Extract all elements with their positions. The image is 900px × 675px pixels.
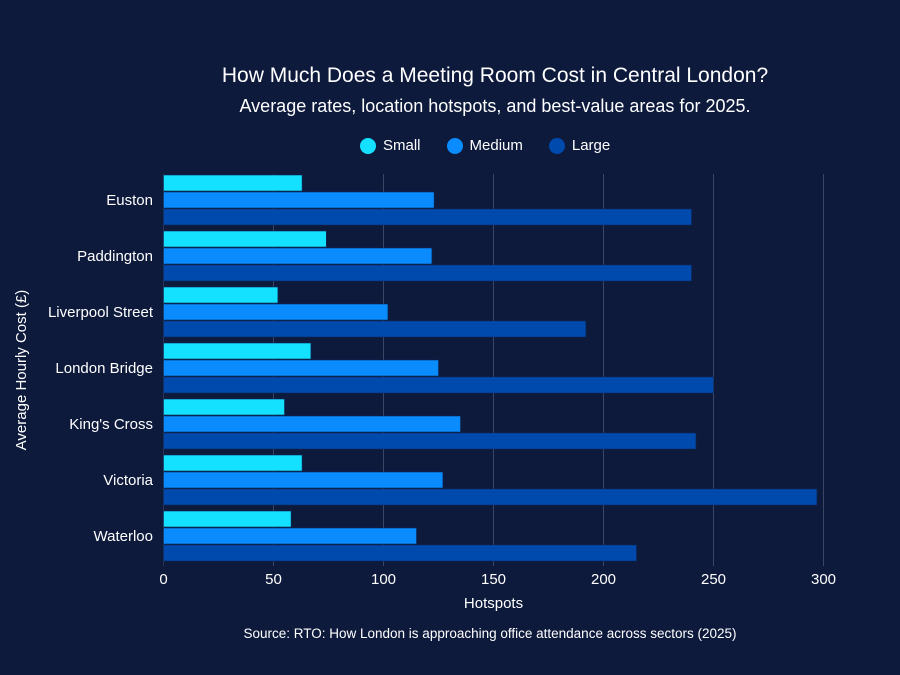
x-tick-label: 250 — [701, 571, 726, 588]
bar-small — [163, 286, 279, 304]
bar-medium — [163, 527, 417, 545]
bar-large — [163, 208, 692, 226]
y-tick-label: Waterloo — [94, 528, 153, 545]
bar-large — [163, 264, 692, 282]
y-tick-label: Victoria — [103, 472, 153, 489]
bar-large — [163, 432, 697, 450]
bar-medium — [163, 303, 389, 321]
legend-swatch-large — [548, 137, 565, 154]
bar-small — [163, 342, 312, 360]
x-tick-label: 0 — [159, 571, 167, 588]
x-tick-label: 300 — [811, 571, 836, 588]
bar-large — [163, 488, 818, 506]
bar-small — [163, 454, 303, 472]
x-axis-label: Hotspots — [464, 595, 523, 612]
y-tick-label: Euston — [106, 192, 153, 209]
bar-medium — [163, 247, 433, 265]
x-tick-label: 150 — [481, 571, 506, 588]
bar-small — [163, 174, 303, 192]
legend-item-large[interactable]: Large — [548, 137, 611, 154]
legend-swatch-medium — [446, 137, 463, 154]
bar-medium — [163, 415, 461, 433]
bar-large — [163, 376, 714, 394]
legend-label: Medium — [469, 137, 523, 154]
y-tick-label: Paddington — [77, 248, 153, 265]
y-axis-label: Average Hourly Cost (£) — [13, 290, 30, 451]
chart-subtitle: Average rates, location hotspots, and be… — [239, 96, 751, 116]
legend-label: Small — [383, 137, 421, 154]
bar-small — [163, 398, 285, 416]
y-tick-label: King's Cross — [69, 416, 153, 433]
bar-small — [163, 510, 292, 528]
legend: Small Medium Large — [360, 137, 610, 154]
x-tick-label: 100 — [371, 571, 396, 588]
legend-item-small[interactable]: Small — [360, 137, 421, 154]
legend-item-medium[interactable]: Medium — [446, 137, 523, 154]
legend-label: Large — [571, 137, 611, 154]
bar-medium — [163, 191, 435, 209]
y-tick-label: London Bridge — [55, 360, 153, 377]
chart-title: How Much Does a Meeting Room Cost in Cen… — [221, 64, 769, 87]
x-tick-label: 200 — [591, 571, 616, 588]
legend-swatch-small — [360, 137, 376, 154]
bar-large — [163, 544, 637, 562]
bar-large — [163, 320, 587, 338]
bar-medium — [163, 359, 439, 377]
bar-small — [163, 230, 327, 248]
bar-medium — [163, 471, 444, 489]
y-tick-label: Liverpool Street — [48, 304, 154, 321]
source-note: Source: RTO: How London is approaching o… — [243, 626, 737, 641]
x-tick-label: 50 — [265, 571, 282, 588]
